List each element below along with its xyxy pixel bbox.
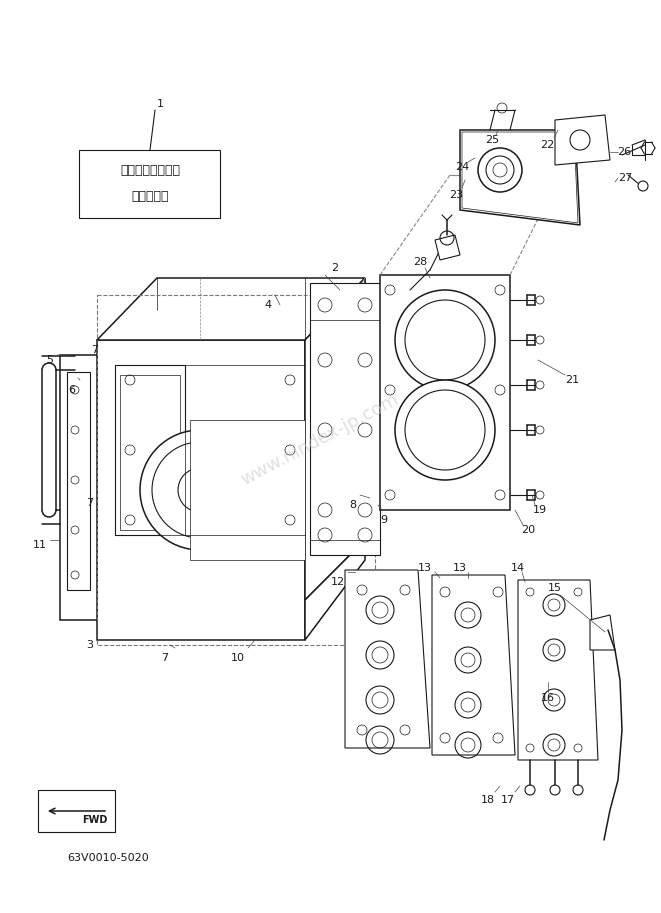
- Text: 19: 19: [533, 505, 547, 515]
- Text: 11: 11: [33, 540, 47, 550]
- Text: 22: 22: [540, 140, 554, 150]
- Text: 8: 8: [350, 500, 356, 510]
- Polygon shape: [462, 132, 578, 223]
- Text: 63V0010-5020: 63V0010-5020: [67, 853, 149, 863]
- Polygon shape: [97, 340, 305, 640]
- Polygon shape: [432, 575, 515, 755]
- Circle shape: [486, 156, 514, 184]
- Circle shape: [493, 163, 507, 177]
- Text: www.nindex-jp.com: www.nindex-jp.com: [238, 391, 402, 489]
- Text: 10: 10: [231, 653, 245, 663]
- Text: クランクシリンダ: クランクシリンダ: [120, 163, 180, 176]
- Polygon shape: [120, 375, 180, 530]
- Circle shape: [140, 430, 260, 550]
- Polygon shape: [345, 570, 430, 748]
- Polygon shape: [67, 372, 90, 590]
- Polygon shape: [305, 278, 365, 600]
- Text: 21: 21: [565, 375, 579, 385]
- Polygon shape: [310, 283, 380, 555]
- Polygon shape: [97, 278, 365, 340]
- Polygon shape: [380, 275, 510, 510]
- Text: アセンブリ: アセンブリ: [132, 190, 169, 203]
- Polygon shape: [38, 790, 115, 832]
- Text: 7: 7: [161, 653, 169, 663]
- Polygon shape: [79, 150, 220, 218]
- Polygon shape: [60, 355, 97, 620]
- Polygon shape: [590, 615, 615, 650]
- Text: 18: 18: [481, 795, 495, 805]
- Polygon shape: [518, 580, 598, 760]
- Text: 13: 13: [418, 563, 432, 573]
- Text: 13: 13: [453, 563, 467, 573]
- Circle shape: [395, 380, 495, 480]
- Polygon shape: [190, 420, 305, 560]
- Text: 27: 27: [618, 173, 632, 183]
- Text: 9: 9: [381, 515, 387, 525]
- Circle shape: [395, 290, 495, 390]
- Circle shape: [152, 442, 248, 538]
- Text: 17: 17: [501, 795, 515, 805]
- Polygon shape: [305, 540, 365, 640]
- Text: 4: 4: [264, 300, 272, 310]
- Text: 25: 25: [485, 135, 499, 145]
- Text: 26: 26: [617, 147, 631, 157]
- Polygon shape: [115, 365, 185, 535]
- Text: 5: 5: [46, 355, 54, 365]
- Polygon shape: [555, 115, 610, 165]
- Polygon shape: [435, 235, 460, 260]
- Circle shape: [638, 181, 648, 191]
- Text: 1: 1: [157, 99, 163, 109]
- Circle shape: [405, 390, 485, 470]
- Text: 23: 23: [449, 190, 463, 200]
- Polygon shape: [460, 130, 580, 225]
- Circle shape: [478, 148, 522, 192]
- Text: 14: 14: [511, 563, 525, 573]
- Text: 6: 6: [69, 385, 75, 395]
- Text: 28: 28: [413, 257, 427, 267]
- Circle shape: [178, 468, 222, 512]
- Text: 15: 15: [548, 583, 562, 593]
- Text: 12: 12: [331, 577, 345, 587]
- Text: 20: 20: [521, 525, 535, 535]
- Text: 2: 2: [331, 263, 338, 273]
- Text: 16: 16: [541, 693, 555, 703]
- Text: 3: 3: [87, 640, 93, 650]
- Text: 24: 24: [455, 162, 469, 172]
- Circle shape: [405, 300, 485, 380]
- Text: FWD: FWD: [83, 815, 108, 825]
- Text: 7: 7: [91, 345, 98, 355]
- Text: 7: 7: [87, 498, 94, 508]
